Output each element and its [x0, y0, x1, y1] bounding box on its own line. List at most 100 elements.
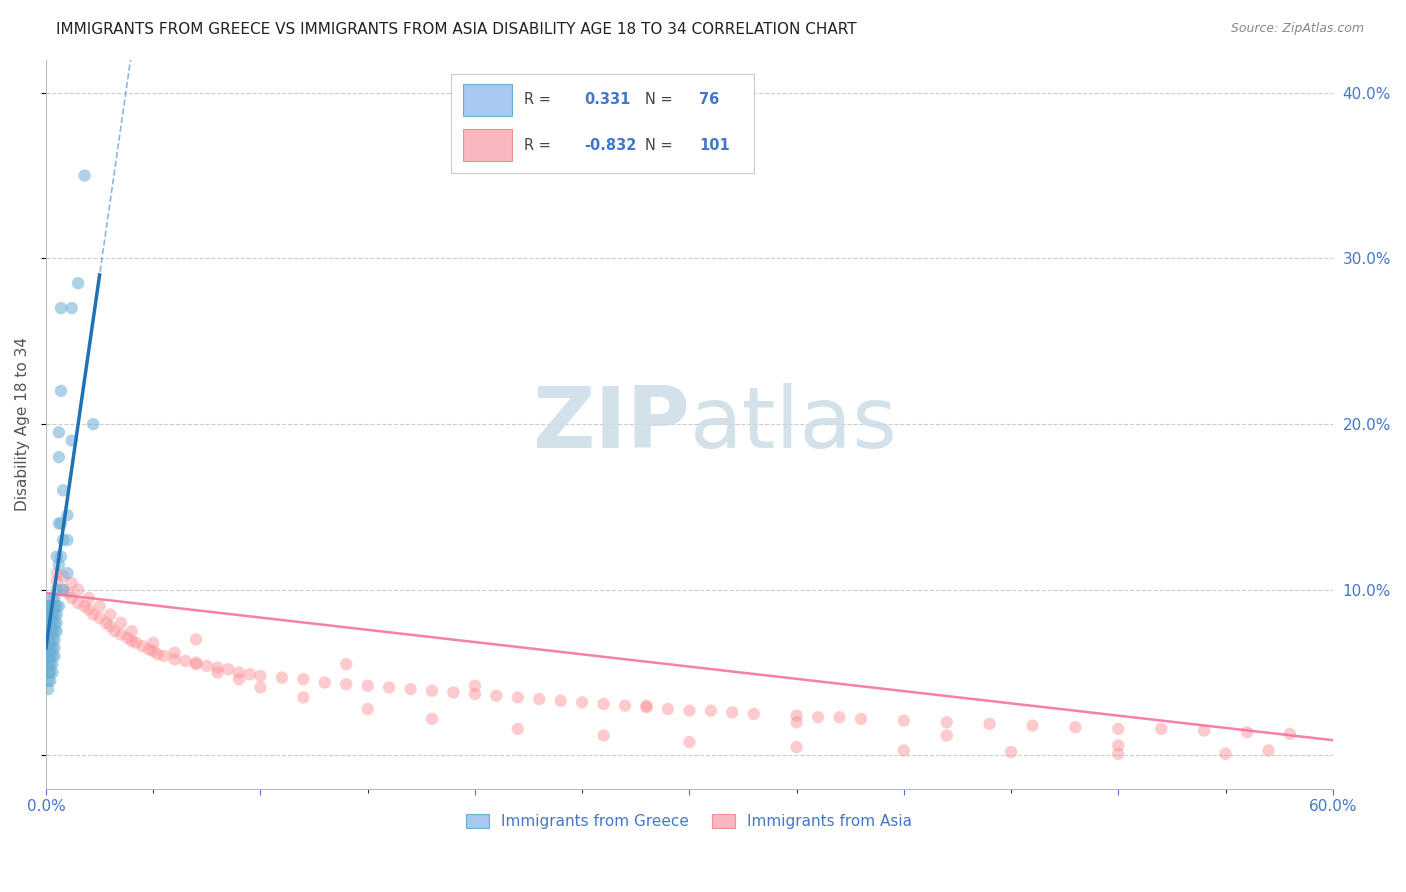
- Point: [163, 652, 186, 666]
- Point: [37, 607, 59, 622]
- Point: [37, 632, 59, 647]
- Point: [121, 624, 143, 639]
- Point: [786, 715, 808, 730]
- Point: [1021, 718, 1043, 732]
- Point: [1192, 723, 1215, 738]
- Point: [94, 615, 117, 630]
- Point: [571, 695, 593, 709]
- Point: [1150, 722, 1173, 736]
- Point: [39, 640, 62, 655]
- Point: [138, 642, 160, 657]
- Point: [37, 648, 59, 663]
- Y-axis label: Disability Age 18 to 34: Disability Age 18 to 34: [15, 337, 30, 511]
- Point: [742, 706, 765, 721]
- Point: [37, 665, 59, 680]
- Point: [37, 665, 59, 680]
- Point: [39, 607, 62, 622]
- Point: [67, 582, 90, 597]
- Point: [77, 591, 100, 605]
- Point: [399, 682, 422, 697]
- Point: [1000, 745, 1022, 759]
- Point: [37, 607, 59, 622]
- Point: [529, 692, 551, 706]
- Point: [935, 715, 957, 730]
- Point: [550, 694, 572, 708]
- Point: [184, 656, 207, 670]
- Point: [1107, 739, 1129, 753]
- Point: [228, 672, 250, 686]
- Point: [41, 615, 63, 630]
- Point: [60, 301, 83, 315]
- Point: [49, 516, 72, 531]
- Point: [98, 607, 121, 622]
- Point: [98, 619, 121, 633]
- Point: [935, 729, 957, 743]
- Point: [592, 697, 614, 711]
- Point: [146, 648, 169, 662]
- Point: [378, 681, 401, 695]
- Point: [44, 648, 66, 663]
- Point: [37, 624, 59, 639]
- Point: [104, 624, 127, 639]
- Point: [207, 665, 229, 680]
- Point: [37, 624, 59, 639]
- Point: [39, 657, 62, 672]
- Text: atlas: atlas: [689, 383, 897, 466]
- Point: [37, 640, 59, 655]
- Point: [464, 679, 486, 693]
- Point: [217, 662, 239, 676]
- Point: [721, 706, 744, 720]
- Point: [44, 591, 66, 605]
- Point: [67, 596, 90, 610]
- Point: [44, 599, 66, 614]
- Point: [249, 669, 271, 683]
- Point: [41, 632, 63, 647]
- Point: [207, 660, 229, 674]
- Point: [357, 702, 380, 716]
- Point: [443, 685, 465, 699]
- Point: [48, 599, 70, 614]
- Point: [1107, 747, 1129, 761]
- Point: [636, 698, 658, 713]
- Point: [807, 710, 830, 724]
- Point: [357, 679, 380, 693]
- Point: [37, 615, 59, 630]
- Point: [39, 599, 62, 614]
- Point: [828, 710, 851, 724]
- Point: [37, 640, 59, 655]
- Point: [52, 483, 75, 498]
- Point: [60, 591, 83, 605]
- Point: [121, 634, 143, 648]
- Point: [89, 611, 111, 625]
- Point: [44, 607, 66, 622]
- Point: [506, 690, 529, 705]
- Point: [678, 704, 700, 718]
- Point: [37, 599, 59, 614]
- Point: [45, 574, 67, 589]
- Point: [464, 687, 486, 701]
- Point: [592, 729, 614, 743]
- Point: [153, 648, 176, 663]
- Point: [56, 586, 79, 600]
- Point: [131, 639, 153, 653]
- Point: [52, 569, 75, 583]
- Point: [849, 712, 872, 726]
- Point: [195, 659, 218, 673]
- Point: [49, 384, 72, 398]
- Point: [678, 735, 700, 749]
- Point: [142, 636, 165, 650]
- Point: [184, 657, 207, 672]
- Text: IMMIGRANTS FROM GREECE VS IMMIGRANTS FROM ASIA DISABILITY AGE 18 TO 34 CORRELATI: IMMIGRANTS FROM GREECE VS IMMIGRANTS FRO…: [56, 22, 856, 37]
- Point: [41, 657, 63, 672]
- Point: [1064, 720, 1087, 734]
- Point: [420, 683, 443, 698]
- Point: [786, 740, 808, 755]
- Point: [44, 640, 66, 655]
- Text: Source: ZipAtlas.com: Source: ZipAtlas.com: [1230, 22, 1364, 36]
- Point: [60, 576, 83, 591]
- Point: [1215, 747, 1237, 761]
- Legend: Immigrants from Greece, Immigrants from Asia: Immigrants from Greece, Immigrants from …: [460, 808, 918, 836]
- Point: [82, 417, 104, 431]
- Point: [228, 665, 250, 680]
- Point: [37, 615, 59, 630]
